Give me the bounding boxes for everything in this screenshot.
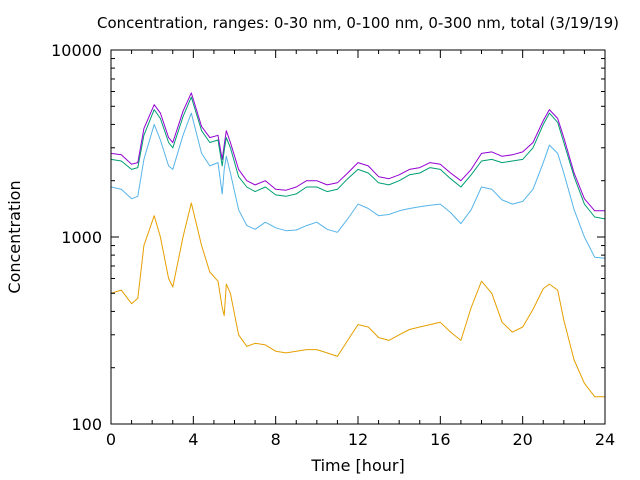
y-tick-label: 100 (71, 415, 102, 434)
x-tick-label: 8 (271, 430, 281, 449)
x-tick-label: 24 (595, 430, 615, 449)
x-tick-label: 12 (348, 430, 368, 449)
series-line-2 (110, 96, 606, 220)
x-tick-label: 20 (512, 430, 532, 449)
x-tick-label: 0 (106, 430, 116, 449)
y-tick-label: 10000 (51, 41, 102, 60)
x-tick-label: 16 (430, 430, 450, 449)
series-line-3 (110, 112, 606, 259)
x-tick-label: 4 (188, 430, 198, 449)
x-axis-label: Time [hour] (310, 456, 404, 475)
axis-ticks: 0 4 8 12 16 20 24 100 1000 10000 (51, 41, 615, 449)
series-line-1 (110, 92, 605, 212)
chart-title: Concentration, ranges: 0-30 nm, 0-100 nm… (97, 14, 619, 32)
y-axis-label: Concentration (5, 180, 24, 293)
y-tick-label: 1000 (61, 228, 102, 247)
series-line-4 (110, 202, 605, 398)
series-layer (110, 92, 606, 398)
